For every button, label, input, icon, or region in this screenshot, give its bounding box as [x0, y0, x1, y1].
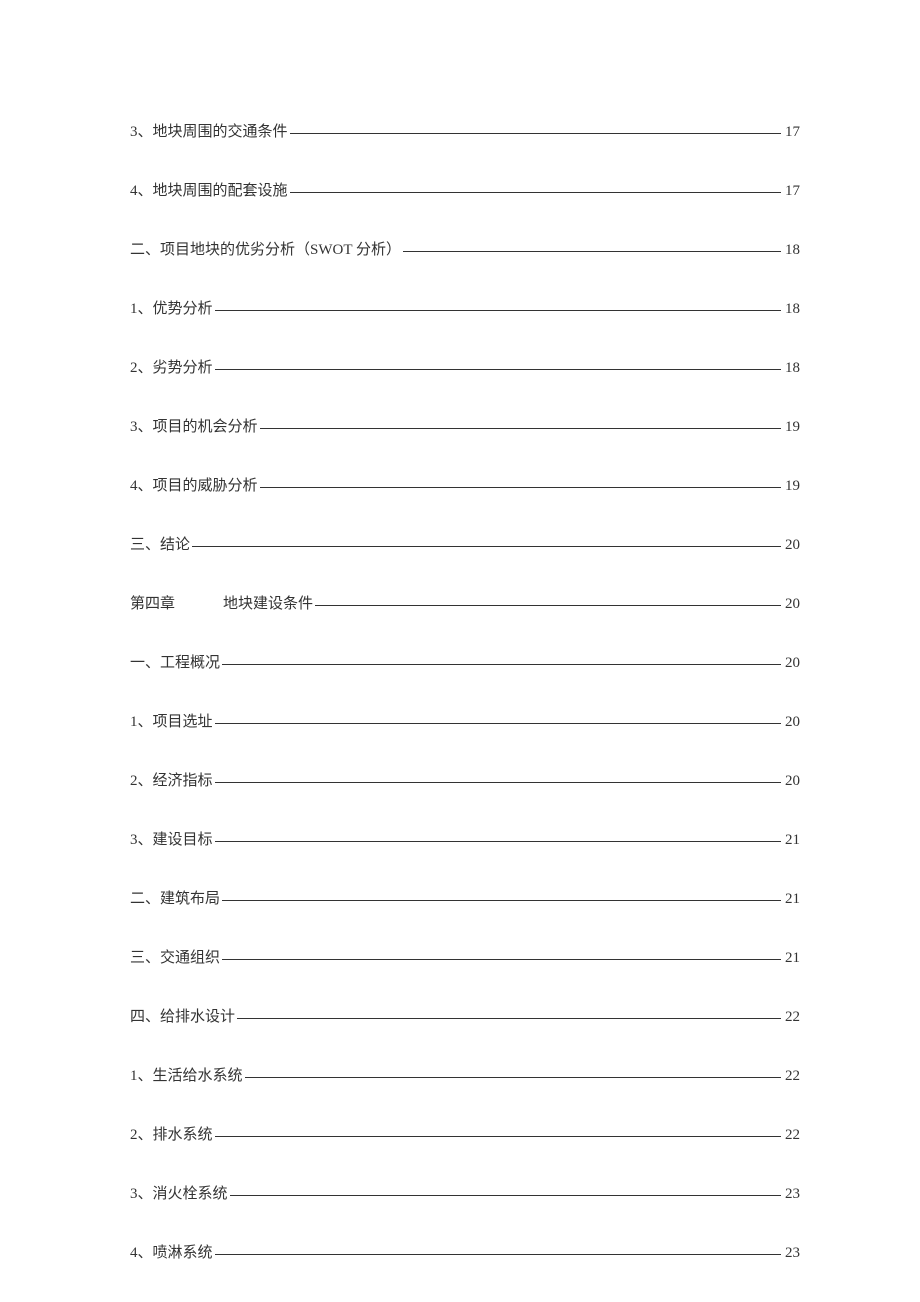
toc-page-number: 22	[783, 1127, 800, 1144]
toc-entry-label: 2、经济指标	[130, 769, 213, 790]
toc-entry: 二、建筑布局 21	[130, 887, 800, 908]
toc-entry: 2、劣势分析 18	[130, 356, 800, 377]
toc-leader-line	[315, 605, 781, 606]
toc-page-number: 17	[783, 124, 800, 141]
toc-entry: 一、工程概况 20	[130, 651, 800, 672]
toc-leader-line	[260, 428, 781, 429]
toc-entry-label: 4、地块周围的配套设施	[130, 179, 288, 200]
toc-page-number: 20	[783, 773, 800, 790]
toc-entry-label: 二、项目地块的优劣分析（SWOT 分析）	[130, 238, 401, 259]
toc-leader-line	[215, 782, 781, 783]
toc-entry: 3、建设目标 21	[130, 828, 800, 849]
toc-page-number: 18	[783, 301, 800, 318]
toc-leader-line	[222, 664, 781, 665]
toc-leader-line	[215, 723, 781, 724]
toc-entry-label: 3、地块周围的交通条件	[130, 120, 288, 141]
toc-page-number: 19	[783, 419, 800, 436]
toc-entry-label: 2、排水系统	[130, 1123, 213, 1144]
toc-chapter-title: 地块建设条件	[223, 592, 313, 613]
toc-leader-line	[260, 487, 781, 488]
toc-entry-label: 4、项目的威胁分析	[130, 474, 258, 495]
toc-entry-label: 二、建筑布局	[130, 887, 220, 908]
toc-entry: 4、地块周围的配套设施 17	[130, 179, 800, 200]
toc-entry-label: 3、项目的机会分析	[130, 415, 258, 436]
toc-leader-line	[290, 133, 781, 134]
toc-entry: 1、优势分析 18	[130, 297, 800, 318]
toc-leader-line	[215, 1136, 781, 1137]
toc-page-number: 20	[783, 714, 800, 731]
toc-entry-label: 1、优势分析	[130, 297, 213, 318]
toc-entry-label: 3、建设目标	[130, 828, 213, 849]
toc-leader-line	[192, 546, 781, 547]
toc-entry: 1、生活给水系统 22	[130, 1064, 800, 1085]
toc-leader-line	[215, 841, 781, 842]
toc-page-number: 22	[783, 1009, 800, 1026]
toc-leader-line	[222, 959, 781, 960]
toc-leader-line	[245, 1077, 781, 1078]
toc-page-number: 19	[783, 478, 800, 495]
toc-entry: 4、项目的威胁分析 19	[130, 474, 800, 495]
toc-entry: 3、项目的机会分析 19	[130, 415, 800, 436]
toc-entry-label: 2、劣势分析	[130, 356, 213, 377]
toc-page-number: 21	[783, 950, 800, 967]
toc-entry-label: 4、喷淋系统	[130, 1241, 213, 1262]
toc-page-number: 20	[783, 537, 800, 554]
toc-leader-line	[230, 1195, 781, 1196]
toc-leader-line	[403, 251, 781, 252]
toc-entry-label: 一、工程概况	[130, 651, 220, 672]
toc-entry: 四、给排水设计 22	[130, 1005, 800, 1026]
toc-page-number: 21	[783, 832, 800, 849]
toc-leader-line	[290, 192, 781, 193]
toc-entry: 三、交通组织 21	[130, 946, 800, 967]
toc-page-number: 23	[783, 1245, 800, 1262]
toc-entry: 2、经济指标 20	[130, 769, 800, 790]
toc-entry-label: 四、给排水设计	[130, 1005, 235, 1026]
toc-entry-label: 1、生活给水系统	[130, 1064, 243, 1085]
toc-entry: 三、结论 20	[130, 533, 800, 554]
toc-leader-line	[237, 1018, 781, 1019]
toc-page-number: 21	[783, 891, 800, 908]
toc-entry: 2、排水系统 22	[130, 1123, 800, 1144]
toc-page-number: 18	[783, 242, 800, 259]
toc-entry-label: 3、消火栓系统	[130, 1182, 228, 1203]
toc-leader-line	[215, 369, 781, 370]
toc-page-number: 20	[783, 596, 800, 613]
toc-leader-line	[215, 310, 781, 311]
toc-page-number: 23	[783, 1186, 800, 1203]
toc-entry: 3、消火栓系统 23	[130, 1182, 800, 1203]
toc-entry: 4、喷淋系统 23	[130, 1241, 800, 1262]
table-of-contents: 3、地块周围的交通条件 17 4、地块周围的配套设施 17 二、项目地块的优劣分析（SW…	[130, 120, 800, 1262]
toc-entry-label: 三、结论	[130, 533, 190, 554]
toc-entry-label: 三、交通组织	[130, 946, 220, 967]
toc-entry: 3、地块周围的交通条件 17	[130, 120, 800, 141]
toc-entry: 二、项目地块的优劣分析（SWOT 分析） 18	[130, 238, 800, 259]
toc-page-number: 22	[783, 1068, 800, 1085]
toc-leader-line	[222, 900, 781, 901]
toc-entry-label: 1、项目选址	[130, 710, 213, 731]
toc-chapter-prefix: 第四章	[130, 592, 175, 613]
toc-page-number: 20	[783, 655, 800, 672]
toc-leader-line	[215, 1254, 781, 1255]
toc-page-number: 17	[783, 183, 800, 200]
toc-page-number: 18	[783, 360, 800, 377]
toc-entry: 1、项目选址 20	[130, 710, 800, 731]
toc-chapter-entry: 第四章 地块建设条件 20	[130, 592, 800, 613]
